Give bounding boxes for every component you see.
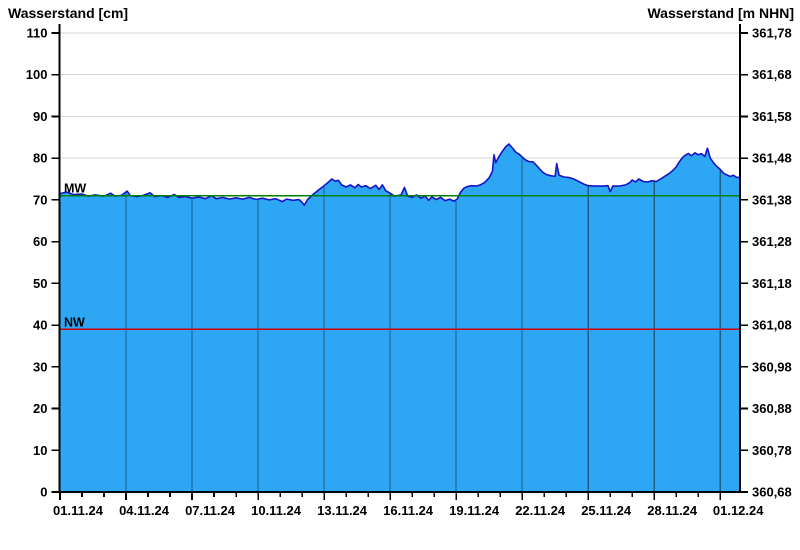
y-right-tick-label: 361,58 [752,109,792,124]
y-left-tick-label: 30 [33,359,47,374]
y-left-tick-label: 100 [26,67,48,82]
right-axis-title: Wasserstand [m NHN] [647,5,794,21]
y-right-tick-label: 360,68 [752,485,792,500]
x-tick-label: 04.11.24 [119,503,170,518]
reference-label-mw: MW [64,182,86,196]
y-right-tick-label: 361,08 [752,318,792,333]
y-right-tick-label: 360,78 [752,443,792,458]
y-left-tick-label: 0 [40,485,47,500]
y-right-tick-label: 360,98 [752,359,792,374]
x-tick-label: 16.11.24 [383,503,434,518]
left-axis-title: Wasserstand [cm] [8,5,129,21]
x-tick-label: 28.11.24 [647,503,698,518]
y-right-tick-label: 361,48 [752,151,792,166]
y-left-tick-label: 80 [33,151,47,166]
y-left-tick-label: 20 [33,401,47,416]
y-right-tick-label: 361,18 [752,276,792,291]
y-left-tick-label: 50 [33,276,47,291]
y-right-tick-label: 361,78 [752,26,792,41]
x-tick-label: 19.11.24 [449,503,500,518]
reference-label-nw: NW [64,315,85,329]
y-left-tick-label: 110 [27,26,48,41]
y-left-tick-label: 10 [33,443,47,458]
x-tick-label: 10.11.24 [251,503,302,518]
y-right-tick-label: 361,68 [752,67,792,82]
y-left-tick-label: 70 [33,192,47,207]
y-right-tick-label: 360,88 [752,401,792,416]
water-level-area [59,144,740,492]
x-tick-label: 22.11.24 [515,503,566,518]
y-right-tick-label: 361,38 [752,192,792,207]
y-left-tick-label: 60 [33,234,47,249]
y-right-tick-label: 361,28 [752,234,792,249]
x-tick-label: 13.11.24 [317,503,368,518]
y-left-tick-label: 90 [33,109,47,124]
x-tick-label: 07.11.24 [185,503,236,518]
y-left-tick-label: 40 [33,318,47,333]
x-tick-label: 01.11.24 [53,503,104,518]
x-tick-label: 01.12.24 [713,503,764,518]
x-tick-label: 25.11.24 [581,503,632,518]
